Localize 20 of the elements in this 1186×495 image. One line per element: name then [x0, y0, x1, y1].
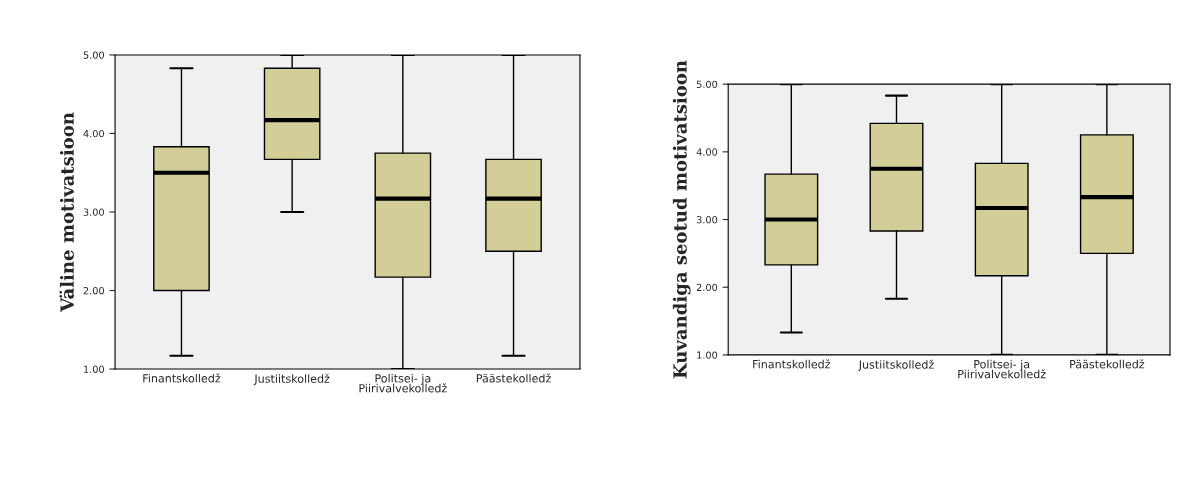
y-tick-label: 1.00 — [84, 365, 104, 373]
y-tick-label: 3.00 — [696, 216, 718, 224]
y-tick-label: 2.00 — [696, 283, 718, 292]
y-tick-label: 4.00 — [696, 148, 718, 156]
y-axis-title: Kuvandiga seotud motivatsioon — [672, 60, 691, 379]
y-axis-title: Väline motivatsioon — [59, 112, 74, 312]
x-tick-label: Politsei- ja Piirivalvekolledž — [958, 359, 1046, 379]
x-tick-label: Finantskolledž — [753, 359, 831, 369]
y-tick-label: 5.00 — [83, 51, 104, 59]
x-tick-label: Politsei- ja Piirivalvekolledž — [359, 373, 447, 393]
y-tick-label: 1.00 — [697, 351, 718, 359]
x-tick-label: Justiitskolledž — [253, 373, 330, 385]
y-tick-label: 5.00 — [696, 80, 718, 88]
y-tick-label: 3.00 — [83, 208, 104, 216]
x-tick-label: Päästekolledž — [476, 373, 551, 383]
x-tick-label: Justiitskolledž — [858, 359, 934, 371]
x-tick-label: Päästekolledž — [1070, 359, 1145, 369]
y-tick-label: 4.00 — [83, 129, 104, 138]
y-tick-label: 2.00 — [83, 286, 104, 295]
x-tick-label: Finantskolledž — [143, 373, 221, 383]
